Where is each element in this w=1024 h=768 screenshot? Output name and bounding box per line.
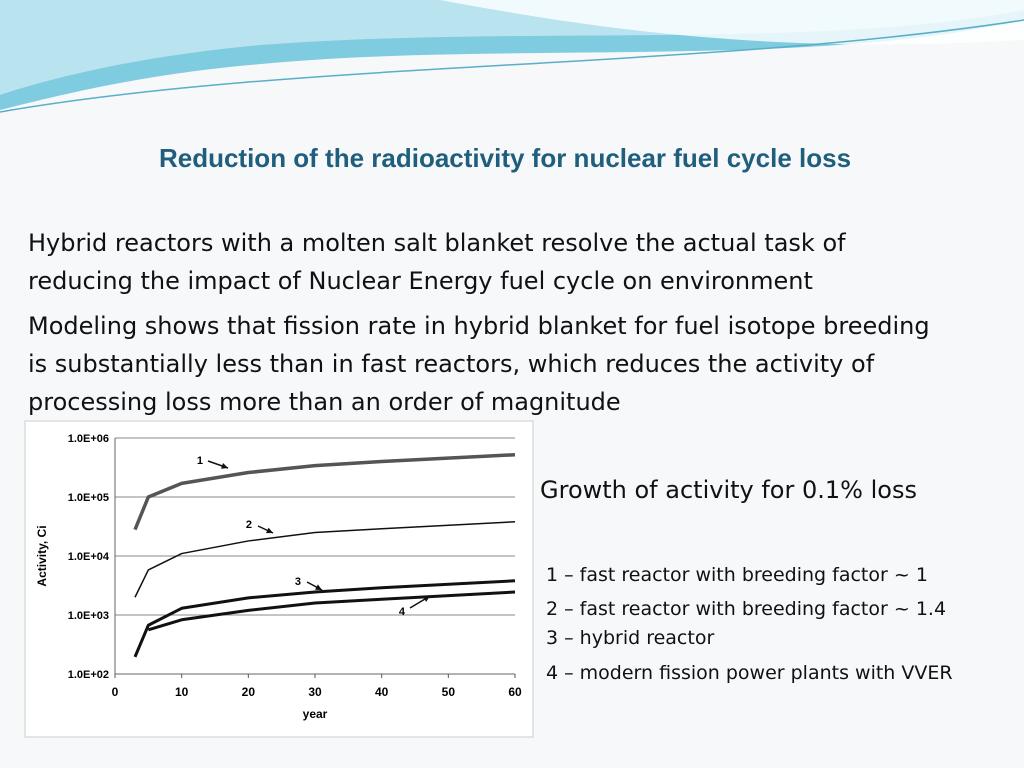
paragraph-line: processing loss more than an order of ma…	[28, 388, 621, 416]
paragraph-line: Hybrid reactors with a molten salt blank…	[28, 229, 846, 257]
series-line	[133, 453, 516, 531]
paragraph-line: Modeling shows that fission rate in hybr…	[28, 312, 930, 340]
legend-item: 2 – fast reactor with breeding factor ~ …	[546, 598, 946, 620]
x-tick-label: 60	[508, 685, 522, 699]
paragraph-line: is substantially less than in fast react…	[28, 350, 875, 378]
arrow-head	[266, 527, 273, 534]
x-tick-label: 10	[175, 685, 189, 699]
legend-item: 3 – hybrid reactor	[546, 627, 714, 649]
paragraph-line: reducing the impact of Nuclear Energy fu…	[28, 267, 813, 295]
curve-label: 3	[295, 576, 301, 588]
legend-item: 4 – modern fission power plants with VVE…	[546, 662, 953, 684]
x-tick-label: 30	[308, 685, 322, 699]
series-line	[134, 521, 516, 598]
y-tick-label: 1.0E+04	[68, 551, 110, 563]
chart-frame	[24, 420, 534, 738]
x-tick-label: 50	[442, 685, 456, 699]
y-tick-label: 1.0E+05	[68, 492, 109, 504]
x-tick-label: 0	[112, 685, 119, 699]
legend-item: 1 – fast reactor with breeding factor ~ …	[546, 564, 928, 586]
chart: 1.0E+02 1.0E+03 1.0E+04 1.0E+05 1.0E+06 0 10 20…	[35, 433, 522, 721]
caption: Growth of activity for 0.1% loss	[540, 476, 917, 504]
curve-label: 2	[246, 519, 252, 531]
x-axis-label: year	[303, 707, 328, 721]
wave	[440, 0, 1024, 45]
legend: 1 – fast reactor with breeding factor ~ …	[546, 564, 953, 684]
arrow-head	[315, 584, 322, 590]
series-line	[147, 590, 516, 632]
y-tick-label: 1.0E+02	[68, 669, 109, 681]
arrow-head	[423, 596, 430, 602]
curve-label: 1	[197, 455, 203, 467]
title: Reduction of the radioactivity for nucle…	[159, 143, 851, 173]
x-tick-label: 40	[375, 685, 389, 699]
body-text: Hybrid reactors with a molten salt blank…	[28, 229, 930, 416]
y-axis-label: Activity, Ci	[35, 525, 49, 586]
y-tick-label: 1.0E+06	[68, 433, 109, 445]
x-tick-label: 20	[242, 685, 256, 699]
y-tick-label: 1.0E+03	[68, 610, 109, 622]
curve-label: 4	[399, 606, 406, 618]
arrow-head	[221, 463, 228, 469]
wave-line	[0, 19, 1024, 113]
series-line	[133, 579, 516, 658]
